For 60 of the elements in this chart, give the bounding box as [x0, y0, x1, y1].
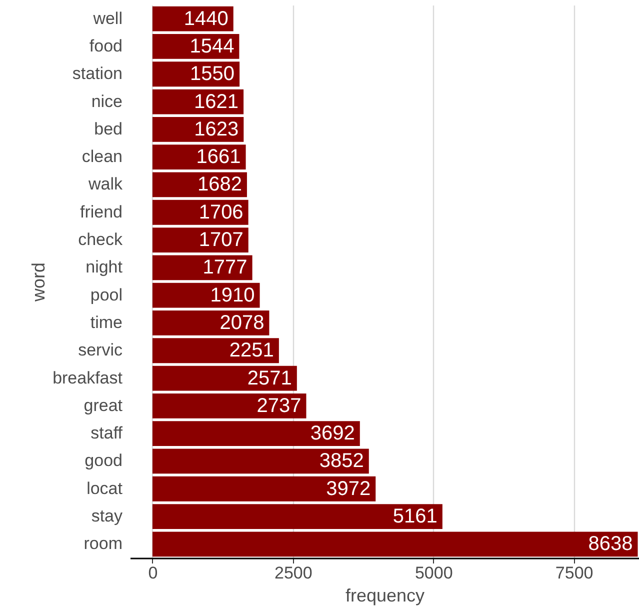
data-label: 8638 — [588, 533, 633, 556]
data-label: 1707 — [198, 229, 244, 252]
y-tick-label: food — [89, 36, 122, 56]
y-tick-label: breakfast — [52, 368, 123, 388]
bar — [152, 282, 260, 308]
bar — [152, 255, 252, 280]
y-tick-label: station — [72, 64, 122, 84]
data-label: 2737 — [256, 394, 302, 417]
bar — [152, 504, 442, 529]
data-label: 2571 — [247, 367, 292, 390]
data-label: 1550 — [190, 63, 235, 86]
y-tick-label: nice — [91, 92, 122, 111]
data-label: 1682 — [197, 174, 242, 196]
x-tick-label: 2500 — [274, 564, 312, 582]
y-tick-label: locat — [86, 478, 123, 498]
x-tick-label: 7500 — [555, 564, 594, 582]
x-tick-label: 0 — [148, 564, 158, 582]
bar — [152, 366, 297, 391]
x-axis-title: frequency — [345, 586, 425, 606]
y-tick-label: room — [84, 534, 122, 554]
y-tick-label: great — [84, 396, 123, 415]
bar — [152, 228, 248, 252]
y-tick-label: time — [90, 312, 122, 332]
y-tick-label: friend — [80, 202, 122, 222]
y-tick-label: night — [86, 258, 123, 277]
bar — [152, 476, 376, 502]
data-label: 3852 — [319, 450, 364, 472]
bar — [152, 421, 360, 446]
y-tick-label: pool — [90, 285, 122, 304]
bar — [152, 310, 270, 336]
y-tick-label: servic — [78, 340, 123, 360]
y-tick-label: walk — [87, 174, 123, 194]
y-axis-title: word — [28, 262, 49, 303]
y-tick-label: check — [78, 230, 123, 250]
data-label: 3692 — [310, 422, 355, 445]
y-tick-label: good — [84, 451, 122, 470]
x-tick-label: 5000 — [414, 564, 453, 582]
data-label: 1777 — [202, 256, 248, 279]
data-label: 1661 — [196, 146, 241, 168]
bar — [152, 200, 248, 225]
data-label: 1440 — [184, 8, 228, 30]
bar — [152, 532, 638, 557]
data-label: 2078 — [220, 312, 264, 334]
data-label: 1623 — [194, 118, 239, 140]
data-label: 1910 — [210, 284, 255, 306]
y-tick-label: staff — [90, 424, 123, 443]
bar — [152, 338, 279, 364]
y-tick-label: stay — [91, 506, 123, 526]
data-label: 1544 — [190, 35, 234, 58]
data-label: 3972 — [326, 478, 371, 500]
y-tick-label: clean — [82, 147, 122, 166]
bar — [152, 393, 306, 418]
data-label: 1706 — [198, 201, 244, 224]
y-tick-label: well — [92, 8, 122, 28]
data-label: 2251 — [229, 340, 274, 362]
data-label: 1621 — [194, 90, 239, 113]
y-tick-label: bed — [94, 119, 122, 138]
bar — [152, 448, 369, 474]
data-label: 5161 — [392, 506, 438, 528]
bar — [152, 144, 246, 170]
